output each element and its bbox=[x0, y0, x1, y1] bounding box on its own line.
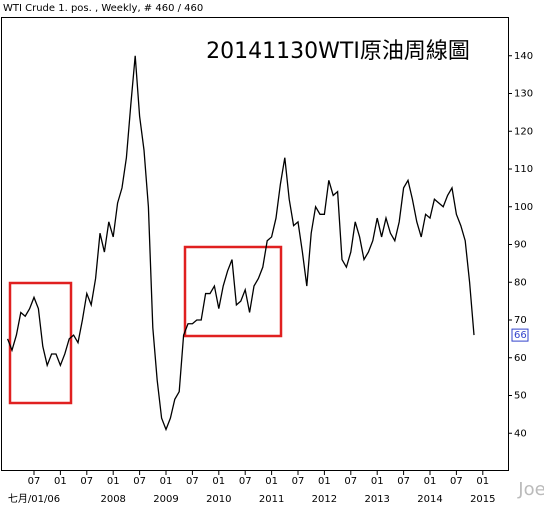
y-tick-label: 130 bbox=[514, 89, 533, 100]
x-tick-label: 01 bbox=[424, 476, 437, 487]
y-tick-label: 70 bbox=[514, 315, 527, 326]
y-tick-label: 50 bbox=[514, 391, 527, 402]
y-tick-label: 140 bbox=[514, 51, 533, 62]
x-tick-label: 01 bbox=[160, 476, 173, 487]
x-year-label: 2010 bbox=[206, 494, 231, 505]
x-year-label: 2008 bbox=[100, 494, 125, 505]
x-tick-label: 01 bbox=[107, 476, 120, 487]
x-year-label: 2013 bbox=[364, 494, 389, 505]
x-tick-label: 07 bbox=[397, 476, 410, 487]
x-tick-label: 01 bbox=[318, 476, 331, 487]
x-tick-label: 07 bbox=[28, 476, 41, 487]
x-year-label: 2012 bbox=[312, 494, 337, 505]
watermark: Joe bbox=[517, 479, 544, 500]
x-year-label: 七月/01/06 bbox=[8, 493, 60, 505]
x-year-label: 2009 bbox=[153, 494, 178, 505]
x-tick-label: 01 bbox=[54, 476, 67, 487]
highlight-box bbox=[8, 281, 73, 405]
last-value-box bbox=[511, 328, 529, 342]
x-tick-label: 07 bbox=[239, 476, 252, 487]
x-tick-label: 07 bbox=[292, 476, 305, 487]
x-tick-label: 01 bbox=[212, 476, 225, 487]
x-tick-label: 07 bbox=[344, 476, 357, 487]
x-tick-label: 07 bbox=[450, 476, 463, 487]
x-year-label: 2014 bbox=[417, 494, 442, 505]
x-tick-label: 07 bbox=[80, 476, 93, 487]
x-tick-label: 01 bbox=[476, 476, 489, 487]
x-tick-label: 07 bbox=[133, 476, 146, 487]
x-tick-label: 01 bbox=[265, 476, 278, 487]
y-tick-label: 90 bbox=[514, 240, 527, 251]
highlight-box bbox=[183, 245, 283, 338]
x-year-label: 2015 bbox=[470, 494, 495, 505]
x-year-label: 2011 bbox=[259, 494, 284, 505]
y-tick-label: 110 bbox=[514, 164, 533, 175]
x-tick-label: 01 bbox=[371, 476, 384, 487]
y-tick-label: 120 bbox=[514, 126, 533, 137]
y-tick-label: 80 bbox=[514, 277, 527, 288]
chart-header: WTI Crude 1. pos. , Weekly, # 460 / 460 bbox=[3, 3, 203, 14]
last-value-label: 66 bbox=[514, 330, 527, 341]
x-tick-label: 07 bbox=[186, 476, 199, 487]
y-tick-label: 100 bbox=[514, 202, 533, 213]
y-tick-label: 40 bbox=[514, 428, 527, 439]
price-line bbox=[6, 55, 475, 432]
y-tick-label: 60 bbox=[514, 353, 527, 364]
chart-title: 20141130WTI原油周線圖 bbox=[206, 39, 470, 64]
